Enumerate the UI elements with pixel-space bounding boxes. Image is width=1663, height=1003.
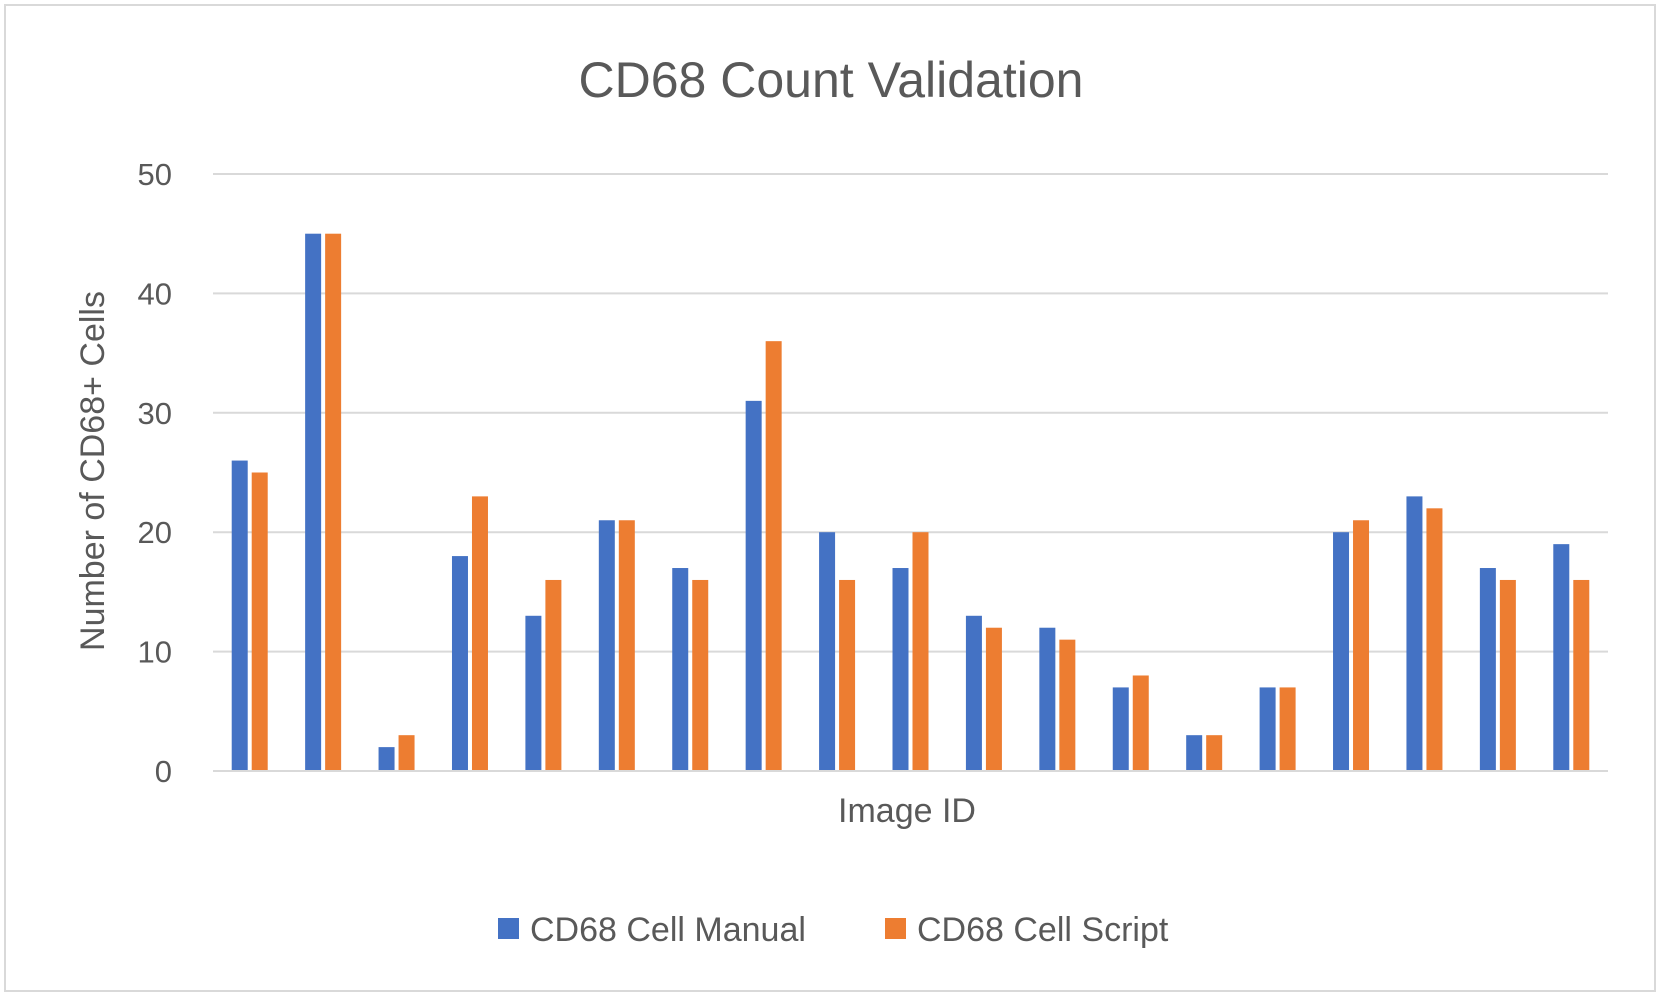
bar-script-6 bbox=[618, 520, 635, 771]
bar-manual-16 bbox=[1333, 532, 1350, 771]
bar-manual-13 bbox=[1112, 687, 1129, 771]
gridlines bbox=[213, 173, 1608, 653]
bar-manual-17 bbox=[1406, 496, 1423, 771]
bar-script-14 bbox=[1206, 735, 1223, 771]
x-axis-title: Image ID bbox=[838, 792, 976, 830]
y-axis-ticks: 0 10 20 30 40 50 bbox=[138, 157, 172, 789]
bar-manual-1 bbox=[231, 460, 248, 771]
legend-label-1: CD68 Cell Manual bbox=[530, 911, 806, 949]
legend: CD68 Cell Manual CD68 Cell Script bbox=[498, 911, 1169, 949]
legend-swatch-1 bbox=[498, 918, 519, 939]
bar-manual-19 bbox=[1553, 544, 1570, 771]
bar-script-15 bbox=[1279, 687, 1296, 771]
y-tick-label: 50 bbox=[138, 157, 172, 192]
bar-script-5 bbox=[545, 579, 562, 771]
bar-script-9 bbox=[839, 579, 856, 771]
bar-manual-5 bbox=[525, 615, 542, 771]
bar-manual-8 bbox=[745, 400, 762, 771]
bar-script-16 bbox=[1353, 520, 1370, 771]
bar-script-12 bbox=[1059, 639, 1076, 771]
chart-title: CD68 Count Validation bbox=[579, 52, 1084, 108]
chart-frame bbox=[4, 4, 1656, 992]
y-tick-label: 30 bbox=[138, 396, 172, 431]
y-tick-label: 20 bbox=[138, 515, 172, 550]
bar-manual-12 bbox=[1039, 627, 1056, 771]
y-axis-title: Number of CD68+ Cells bbox=[74, 291, 112, 651]
bar-script-17 bbox=[1426, 508, 1443, 771]
bar-script-1 bbox=[251, 472, 268, 771]
y-tick-label: 10 bbox=[138, 635, 172, 670]
bar-manual-7 bbox=[672, 568, 689, 771]
bar-manual-9 bbox=[819, 532, 836, 771]
bar-manual-18 bbox=[1479, 568, 1496, 771]
bar-manual-14 bbox=[1186, 735, 1203, 771]
bar-manual-3 bbox=[378, 747, 395, 771]
y-tick-label: 0 bbox=[155, 754, 172, 789]
bar-manual-4 bbox=[451, 556, 468, 771]
bar-script-8 bbox=[765, 341, 782, 771]
bar-manual-6 bbox=[598, 520, 615, 771]
bar-manual-15 bbox=[1259, 687, 1276, 771]
y-tick-label: 40 bbox=[138, 276, 172, 311]
legend-swatch-2 bbox=[885, 918, 906, 939]
bar-script-10 bbox=[912, 532, 929, 771]
bar-script-4 bbox=[471, 496, 488, 771]
bar-script-11 bbox=[985, 627, 1002, 771]
bar-manual-2 bbox=[305, 233, 322, 771]
bar-script-3 bbox=[398, 735, 415, 771]
bar-script-7 bbox=[692, 579, 709, 771]
bar-manual-11 bbox=[965, 615, 982, 771]
bar-script-2 bbox=[325, 233, 342, 771]
bar-script-19 bbox=[1573, 579, 1590, 771]
bars bbox=[231, 233, 1590, 771]
legend-label-2: CD68 Cell Script bbox=[917, 911, 1169, 949]
bar-manual-10 bbox=[892, 568, 909, 771]
bar-script-18 bbox=[1499, 579, 1516, 771]
bar-script-13 bbox=[1132, 675, 1149, 771]
